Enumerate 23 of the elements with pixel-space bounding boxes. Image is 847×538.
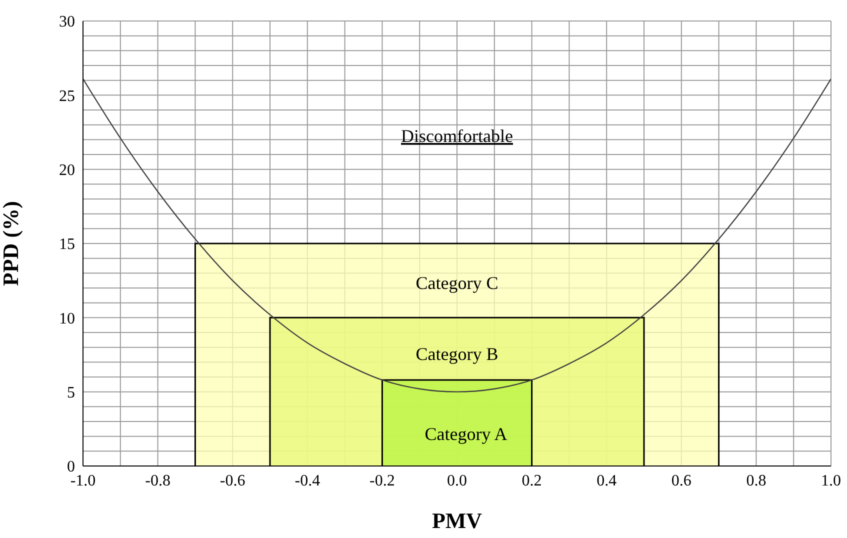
y-tick-label: 15 <box>59 236 75 254</box>
annotation: Category A <box>424 424 508 444</box>
x-tick-label: 0.6 <box>671 472 692 490</box>
annotation: Discomfortable <box>401 126 513 146</box>
y-tick-label: 30 <box>59 14 75 31</box>
y-tick-label: 25 <box>59 88 75 105</box>
y-tick-label: 20 <box>59 162 75 180</box>
x-tick-label: -0.8 <box>145 472 170 490</box>
x-tick-label: 0.0 <box>447 472 467 490</box>
line-series <box>83 78 831 392</box>
y-axis-title: PPD (%) <box>0 201 23 286</box>
x-tick-label: -0.4 <box>294 472 320 490</box>
y-tick-label: 10 <box>59 310 75 328</box>
annotation: Category C <box>416 273 498 293</box>
x-tick-label: -0.6 <box>220 472 246 490</box>
x-axis-title: PMV <box>432 508 482 533</box>
x-tick-label: 0.2 <box>522 472 542 490</box>
x-tick-label: 0.4 <box>596 472 617 490</box>
x-tick-label: 0.8 <box>746 472 766 490</box>
x-tick-label: -0.2 <box>370 472 395 490</box>
y-tick-label: 5 <box>67 384 75 402</box>
annotation: Category B <box>416 344 498 364</box>
x-tick-label: 1.0 <box>821 472 841 490</box>
